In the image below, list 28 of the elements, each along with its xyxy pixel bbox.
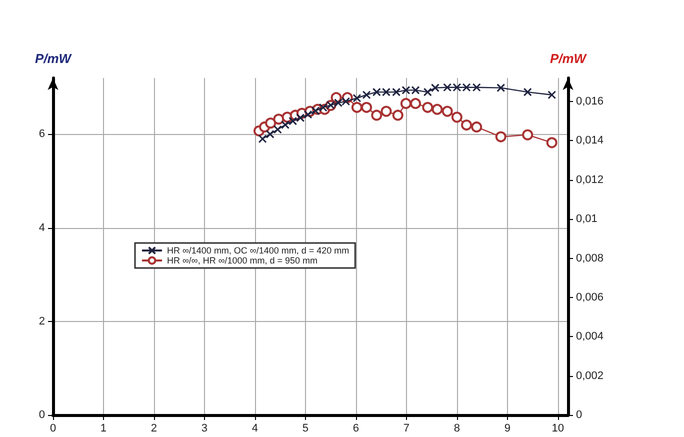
x-tick-label: 1 <box>100 422 107 434</box>
legend-label: HR ∞/∞, HR ∞/1000 mm, d = 950 mm <box>167 256 318 266</box>
y-tick-label: 6 <box>38 128 45 140</box>
x-tick-label: 6 <box>352 422 360 434</box>
x-tick-label: 10 <box>552 422 564 434</box>
y-tick-label: 4 <box>38 222 45 234</box>
y2-tick-label: 0,016 <box>576 96 604 108</box>
x-tick-label: 2 <box>150 422 158 434</box>
y-tick-label: 0 <box>38 409 45 421</box>
y2-tick-label: 0,008 <box>576 252 604 264</box>
x-tick-label: 8 <box>454 422 460 434</box>
x-tick-label: 9 <box>504 422 510 434</box>
y2-tick-label: 0,014 <box>576 134 604 147</box>
x-tick-label: 4 <box>252 422 258 434</box>
y2-tick-label: 0,004 <box>576 330 604 343</box>
y2-tick-label: 0,006 <box>576 291 604 304</box>
legend-label: HR ∞/1400 mm, OC ∞/1400 mm, d = 420 mm <box>167 246 350 256</box>
y-tick-label: 2 <box>38 315 45 328</box>
x-tick-label: 3 <box>201 422 208 434</box>
y2-axis-title: P/mW <box>550 51 588 66</box>
y2-tick-label: 0,012 <box>576 174 604 186</box>
y2-tick-label: 0 <box>576 409 582 421</box>
x-tick-label: 5 <box>302 422 309 434</box>
x-tick-label: 7 <box>403 422 410 434</box>
y2-tick-label: 0,01 <box>576 213 598 226</box>
y-axis-title: P/mW <box>34 51 73 66</box>
y2-tick-label: 0,002 <box>576 370 604 382</box>
x-tick-label: 0 <box>50 422 56 434</box>
